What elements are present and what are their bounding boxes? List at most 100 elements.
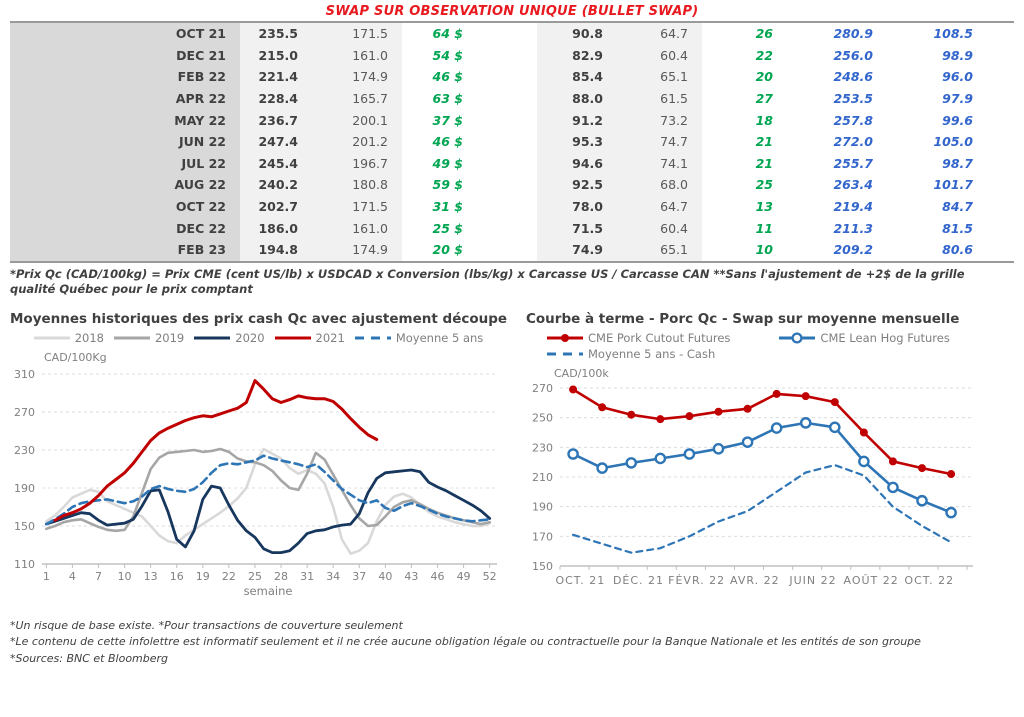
- svg-text:43: 43: [404, 570, 418, 583]
- value-cell: 61.5: [617, 87, 702, 110]
- note-sources: *Sources: BNC et Bloomberg: [10, 651, 169, 665]
- month-cell: DEC 22: [10, 217, 240, 239]
- month-cell: AUG 22: [10, 174, 240, 196]
- svg-text:semaine: semaine: [244, 584, 293, 598]
- legend-line-swatch: [194, 336, 231, 340]
- svg-text:22: 22: [222, 570, 236, 583]
- value-cell: 18: [755, 112, 773, 128]
- value-cell: 81.5: [942, 220, 973, 236]
- value-cell: 245.4: [240, 152, 312, 175]
- table-row: JUL 22 245.4 196.7 49 $ 94.6 74.1 21 255.7 98.7: [10, 152, 1014, 175]
- legend-label: Moyenne 5 ans: [395, 330, 484, 345]
- value-cell: 196.7: [312, 152, 402, 175]
- value-cell: 78.0: [537, 195, 617, 218]
- legend-item: Moyenne 5 ans - Cash: [546, 347, 715, 361]
- value-cell: 74.1: [617, 152, 702, 175]
- legend-label: 2021: [315, 330, 345, 345]
- legend-row: CME Pork Cutout Futures CME Lean Hog Futu…: [546, 331, 1016, 345]
- month-cell: JUL 22: [10, 152, 240, 175]
- spacer-cell: [477, 174, 537, 196]
- value-cell: 263.4: [833, 177, 873, 193]
- legend-item: CME Lean Hog Futures: [778, 330, 950, 345]
- value-cell: 194.8: [240, 238, 312, 262]
- value-cell: 228.4: [240, 87, 312, 110]
- spacer-cell: [477, 239, 537, 262]
- value-cell: 235.5: [240, 22, 312, 45]
- svg-text:19: 19: [196, 570, 210, 583]
- value-cell: 11: [755, 220, 773, 236]
- table-row: OCT 22 202.7 171.5 31 $ 78.0 64.7 13 219.4 84.7: [10, 195, 1014, 218]
- legend-row: 2018 2019 2020 2021 Moyenne 5 ans: [0, 331, 516, 345]
- month-cell: FEB 22: [10, 66, 240, 88]
- svg-text:37: 37: [352, 570, 366, 583]
- value-cell: 92.5: [537, 174, 617, 196]
- value-cell: 253.5: [833, 91, 873, 107]
- svg-text:270: 270: [14, 406, 35, 419]
- svg-text:250: 250: [532, 412, 553, 425]
- table-row: DEC 21 215.0 161.0 54 $ 82.9 60.4 22 256.0 98.9: [10, 44, 1014, 67]
- spacer-cell: [477, 131, 537, 153]
- month-cell: DEC 21: [10, 44, 240, 67]
- forward-curve-chart-title: Courbe à terme - Porc Qc - Swap sur moye…: [526, 310, 960, 327]
- svg-text:190: 190: [532, 501, 553, 514]
- value-cell: 201.2: [312, 130, 402, 153]
- legend-label: CME Lean Hog Futures: [820, 330, 950, 345]
- legend-line-swatch: [547, 352, 583, 356]
- value-cell: 255.7: [833, 155, 873, 171]
- legend-item: 2019: [113, 331, 184, 345]
- svg-text:270: 270: [532, 382, 553, 395]
- svg-text:JUIN 22: JUIN 22: [788, 574, 836, 587]
- value-cell: 85.4: [537, 66, 617, 88]
- forward-curve-chart-unit: CAD/100k: [554, 366, 609, 380]
- svg-text:16: 16: [170, 570, 184, 583]
- value-cell: 31 $: [432, 199, 463, 215]
- svg-text:4: 4: [69, 570, 76, 583]
- value-cell: 171.5: [312, 22, 402, 45]
- legend-label: 2019: [154, 330, 185, 345]
- value-cell: 84.7: [942, 199, 973, 215]
- svg-text:AOÛT 22: AOÛT 22: [844, 574, 899, 587]
- legend-line-swatch: [547, 333, 583, 342]
- value-cell: 68.0: [617, 174, 702, 196]
- spacer-cell: [987, 131, 1014, 153]
- svg-text:40: 40: [378, 570, 392, 583]
- swap-table: OCT 21 235.5 171.5 64 $90.8 64.7 26 280.9 108.5…: [10, 21, 1014, 263]
- legend-label: 2020: [235, 330, 265, 345]
- value-cell: 26: [755, 26, 773, 42]
- legend-row: Moyenne 5 ans - Cash: [546, 347, 1016, 361]
- month-cell: FEB 23: [10, 238, 240, 262]
- value-cell: 180.8: [312, 174, 402, 196]
- historical-prices-chart: 110 150 190 230 270 310 1 4 7 10 13 16 19 22 25 28 31 34 3…: [14, 368, 497, 598]
- svg-text:OCT. 21: OCT. 21: [555, 574, 605, 587]
- month-cell: APR 22: [10, 87, 240, 110]
- legend-item: CME Pork Cutout Futures: [546, 331, 730, 345]
- svg-text:230: 230: [14, 444, 35, 457]
- forward-curve-chart-legend: CME Pork Cutout Futures CME Lean Hog Futu…: [516, 331, 1016, 361]
- value-cell: 98.9: [942, 47, 973, 63]
- svg-text:110: 110: [14, 558, 35, 571]
- legend-line-swatch: [779, 332, 816, 344]
- table-row: JUN 22 247.4 201.2 46 $ 95.3 74.7 21 272.0 105.0: [10, 130, 1014, 153]
- spacer-cell: [987, 239, 1014, 262]
- value-cell: 22: [755, 47, 773, 63]
- value-cell: 221.4: [240, 66, 312, 88]
- value-cell: 25 $: [432, 220, 463, 236]
- month-cell: JUN 22: [10, 130, 240, 153]
- svg-text:13: 13: [144, 570, 158, 583]
- value-cell: 46 $: [432, 69, 463, 85]
- value-cell: 211.3: [833, 220, 873, 236]
- value-cell: 21: [755, 134, 773, 150]
- legend-line-swatch: [274, 336, 311, 340]
- spacer-cell: [477, 196, 537, 218]
- legend-line-swatch: [33, 336, 70, 340]
- spacer-cell: [477, 153, 537, 175]
- spacer-cell: [987, 109, 1014, 131]
- month-cell: MAY 22: [10, 109, 240, 131]
- value-cell: 25: [755, 177, 773, 193]
- spacer-cell: [987, 153, 1014, 175]
- value-cell: 90.8: [537, 22, 617, 45]
- value-cell: 202.7: [240, 195, 312, 218]
- svg-text:25: 25: [248, 570, 262, 583]
- svg-text:46: 46: [431, 570, 445, 583]
